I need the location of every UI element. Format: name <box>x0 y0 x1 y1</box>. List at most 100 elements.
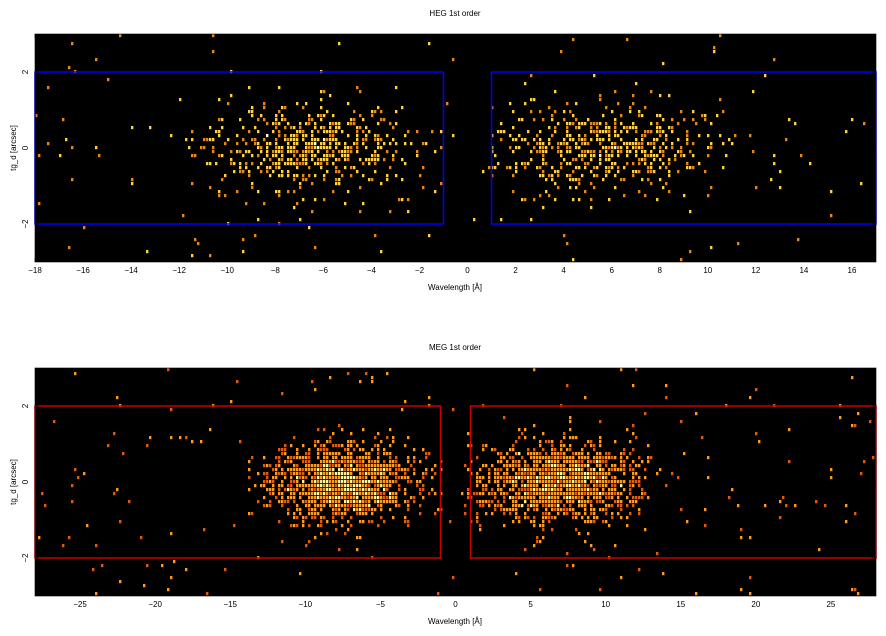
event-pixel <box>269 500 272 504</box>
event-pixel <box>239 166 242 170</box>
event-pixel <box>218 154 221 158</box>
event-pixel <box>323 138 326 142</box>
event-pixel <box>545 452 548 456</box>
event-pixel <box>476 480 479 484</box>
event-pixel <box>338 460 341 464</box>
event-pixel <box>326 520 329 524</box>
x-tick-label: −25 <box>73 600 87 609</box>
event-pixel <box>509 146 512 150</box>
event-pixel <box>683 452 686 456</box>
event-pixel <box>563 492 566 496</box>
event-pixel <box>338 182 341 186</box>
event-pixel <box>584 488 587 492</box>
event-pixel <box>614 134 617 138</box>
event-pixel <box>749 134 752 138</box>
event-pixel <box>380 182 383 186</box>
event-pixel <box>317 158 320 162</box>
event-pixel <box>560 440 563 444</box>
event-pixel <box>596 166 599 170</box>
event-pixel <box>281 106 284 110</box>
event-pixel <box>350 492 353 496</box>
event-pixel <box>284 106 287 110</box>
event-pixel <box>332 444 335 448</box>
event-pixel <box>320 492 323 496</box>
event-pixel <box>293 464 296 468</box>
event-pixel <box>281 158 284 162</box>
event-pixel <box>671 472 674 476</box>
event-pixel <box>632 448 635 452</box>
event-pixel <box>545 508 548 512</box>
event-pixel <box>293 492 296 496</box>
event-pixel <box>605 130 608 134</box>
event-pixel <box>404 468 407 472</box>
event-pixel <box>650 456 653 460</box>
event-pixel <box>551 476 554 480</box>
event-pixel <box>404 472 407 476</box>
event-pixel <box>563 452 566 456</box>
event-pixel <box>350 468 353 472</box>
event-pixel <box>545 500 548 504</box>
event-pixel <box>341 484 344 488</box>
event-pixel <box>548 142 551 146</box>
event-pixel <box>305 460 308 464</box>
event-pixel <box>362 142 365 146</box>
event-pixel <box>548 460 551 464</box>
event-pixel <box>572 138 575 142</box>
event-pixel <box>569 110 572 114</box>
event-pixel <box>542 154 545 158</box>
event-pixel <box>344 456 347 460</box>
event-pixel <box>407 210 410 214</box>
event-pixel <box>374 444 377 448</box>
event-pixel <box>383 472 386 476</box>
event-pixel <box>320 90 323 94</box>
event-pixel <box>524 102 527 106</box>
event-pixel <box>623 178 626 182</box>
event-pixel <box>371 496 374 500</box>
event-pixel <box>365 488 368 492</box>
event-pixel <box>257 190 260 194</box>
event-pixel <box>431 488 434 492</box>
event-pixel <box>548 504 551 508</box>
event-pixel <box>308 166 311 170</box>
event-pixel <box>314 476 317 480</box>
event-pixel <box>302 476 305 480</box>
event-pixel <box>380 146 383 150</box>
event-pixel <box>350 150 353 154</box>
event-pixel <box>524 428 527 432</box>
event-pixel <box>494 468 497 472</box>
event-pixel <box>620 130 623 134</box>
event-pixel <box>422 142 425 146</box>
event-pixel <box>383 448 386 452</box>
event-pixel <box>557 476 560 480</box>
event-pixel <box>311 154 314 158</box>
event-pixel <box>566 134 569 138</box>
event-pixel <box>635 436 638 440</box>
event-pixel <box>317 472 320 476</box>
event-pixel <box>482 476 485 480</box>
event-pixel <box>308 460 311 464</box>
event-pixel <box>338 492 341 496</box>
event-pixel <box>566 508 569 512</box>
event-pixel <box>614 130 617 134</box>
event-pixel <box>533 484 536 488</box>
event-pixel <box>596 130 599 134</box>
event-pixel <box>413 456 416 460</box>
event-pixel <box>239 440 242 444</box>
event-pixel <box>368 496 371 500</box>
event-pixel <box>557 460 560 464</box>
event-pixel <box>548 512 551 516</box>
event-pixel <box>383 452 386 456</box>
event-pixel <box>686 138 689 142</box>
event-pixel <box>530 468 533 472</box>
event-pixel <box>428 452 431 456</box>
event-pixel <box>524 82 527 86</box>
event-pixel <box>506 166 509 170</box>
event-pixel <box>365 504 368 508</box>
event-pixel <box>773 162 776 166</box>
event-pixel <box>206 138 209 142</box>
event-pixel <box>392 492 395 496</box>
event-pixel <box>323 114 326 118</box>
event-pixel <box>266 472 269 476</box>
event-pixel <box>551 178 554 182</box>
event-pixel <box>275 154 278 158</box>
